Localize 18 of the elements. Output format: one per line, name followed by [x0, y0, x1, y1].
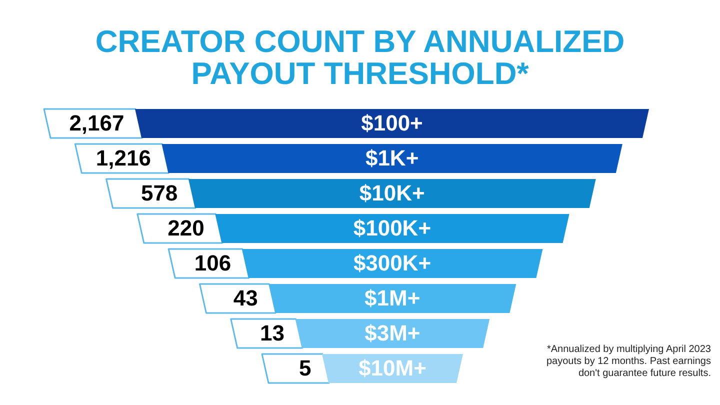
- category-label: $10K+: [359, 180, 425, 206]
- category-label: $10M+: [358, 356, 426, 381]
- text: CREATOR COUNT BY ANNUALIZED PAYOUT THRESHOLD*: [94, 24, 626, 91]
- data-label: 578: [140, 180, 178, 206]
- category-label: $1K+: [365, 146, 419, 171]
- data-label: 13: [260, 320, 285, 346]
- data-label: 2,167: [69, 110, 124, 136]
- data-label: 43: [233, 286, 258, 311]
- data-label: 220: [168, 216, 204, 241]
- category-label: $300K+: [353, 250, 432, 276]
- text: *Annualized by multiplying April 2023 payouts by 12 months. Past earnings don't guarantee future results.: [545, 344, 711, 380]
- category-label: $3M+: [364, 320, 420, 346]
- data-label: 1,216: [96, 146, 151, 171]
- category-label: $100+: [361, 110, 423, 136]
- category-label: $100K+: [353, 216, 432, 241]
- category-label: $1M+: [364, 286, 420, 311]
- data-label: 5: [299, 356, 312, 381]
- data-label: 106: [194, 250, 232, 276]
